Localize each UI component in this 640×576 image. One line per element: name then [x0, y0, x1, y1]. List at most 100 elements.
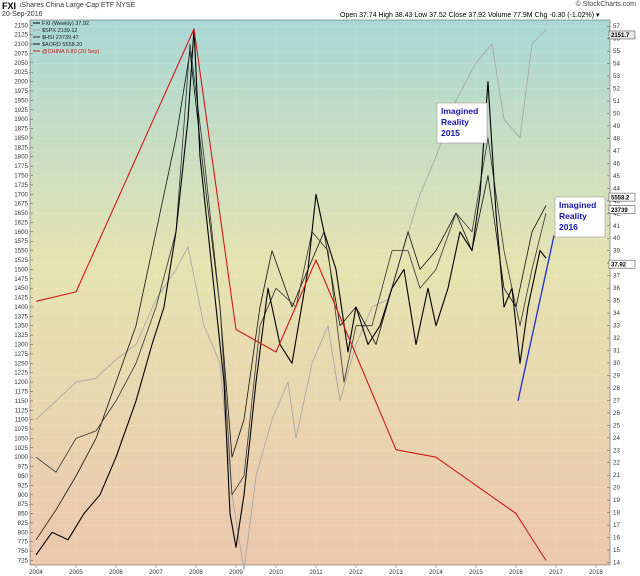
- left-tick-label: 1325: [14, 332, 28, 339]
- left-tick-label: 1625: [14, 219, 28, 226]
- x-tick-label: 2007: [149, 569, 163, 576]
- left-tick-label: 2025: [14, 69, 28, 76]
- right-tick-label: 50: [613, 111, 620, 118]
- left-tick-label: 1275: [14, 351, 28, 358]
- x-tick-label: 2018: [589, 569, 603, 576]
- x-tick-label: 2004: [29, 569, 43, 576]
- legend-entry: @CHINA 6.80 (20 Sep): [42, 49, 99, 55]
- plot-background: [29, 19, 611, 566]
- price-tag-box: [608, 192, 636, 202]
- left-tick-label: 1900: [14, 116, 28, 123]
- left-tick-label: 1850: [14, 135, 28, 142]
- right-tick-label: 26: [613, 410, 620, 417]
- x-axis: 2004 2005 2006 2007 2008 2009 2010 2011 2012 2013…: [29, 565, 603, 576]
- left-tick-label: 1125: [15, 407, 29, 414]
- left-tick-label: 950: [18, 473, 29, 480]
- left-tick-label: 2150: [14, 22, 28, 29]
- left-tick-label: 975: [18, 464, 29, 471]
- right-tick-label: 40: [613, 235, 620, 242]
- left-tick-label: 1500: [14, 266, 28, 273]
- right-tick-label: 30: [613, 360, 620, 367]
- left-tick-label: 900: [18, 492, 29, 499]
- left-tick-label: 2075: [14, 50, 28, 57]
- left-tick-label: 1650: [14, 210, 28, 217]
- left-tick-label: 1950: [14, 97, 28, 104]
- left-tick-label: 1450: [14, 285, 28, 292]
- right-tick-label: 21: [613, 472, 620, 479]
- right-tick-label: 41: [613, 223, 620, 230]
- left-tick-label: 2000: [14, 79, 28, 86]
- right-tick-label: 15: [613, 547, 620, 554]
- right-tick-label: 52: [613, 86, 620, 93]
- left-tick-label: 1675: [14, 201, 28, 208]
- x-tick-label: 2014: [429, 569, 443, 576]
- left-tick-label: 1875: [14, 126, 28, 133]
- left-tick-label: 1225: [14, 370, 28, 377]
- x-tick-label: 2011: [309, 569, 323, 576]
- annotation-text: Reality: [559, 211, 587, 221]
- right-tick-label: 29: [613, 372, 620, 379]
- right-tick-label: 18: [613, 510, 620, 517]
- legend-entry: $SPX 2139.12: [42, 28, 77, 34]
- left-tick-label: 1750: [14, 172, 28, 179]
- left-tick-label: 2100: [14, 41, 28, 48]
- left-tick-label: 1550: [14, 248, 28, 255]
- hsi-line: [35, 43, 547, 496]
- right-tick-label: 44: [613, 185, 620, 192]
- blue-trendline: [517, 235, 555, 401]
- x-tick-label: 2009: [229, 569, 243, 576]
- security-name-text: iShares China Large-Cap ETF: [20, 2, 115, 9]
- right-tick-label: 16: [613, 535, 620, 542]
- right-tick-label: 57: [613, 23, 620, 30]
- x-tick-label: 2005: [69, 569, 83, 576]
- right-tick-label: 17: [613, 522, 620, 529]
- left-tick-label: 1300: [14, 342, 28, 349]
- left-tick-label: 825: [18, 520, 29, 527]
- price-tag-fxi: 37.92: [611, 262, 627, 268]
- price-tag-spx: 2151.7: [611, 33, 630, 39]
- price-tag-box: [608, 259, 636, 269]
- left-tick-label: 1775: [14, 163, 28, 170]
- legend: FXI (Weekly) 37.92$SPX 2139.12$HSI 23739…: [33, 21, 99, 55]
- security-name: iShares China Large-Cap ETF NYSE: [20, 2, 135, 9]
- left-tick-label: 1575: [14, 238, 28, 245]
- left-tick-label: 925: [18, 482, 29, 489]
- right-tick-label: 28: [613, 385, 620, 392]
- annotation-box: [436, 102, 488, 144]
- left-tick-label: 750: [18, 548, 29, 555]
- stockcharts-logo[interactable]: © StockCharts.com: [575, 1, 636, 8]
- x-tick-label: 2008: [189, 569, 203, 576]
- left-tick-label: 1600: [14, 229, 28, 236]
- right-tick-label: 51: [613, 98, 620, 105]
- left-tick-label: 1925: [14, 107, 28, 114]
- left-tick-label: 1200: [14, 379, 28, 386]
- left-tick-label: 1250: [14, 360, 28, 367]
- series-lines: [35, 28, 547, 571]
- right-tick-label: 36: [613, 285, 620, 292]
- right-tick-label: 20: [613, 485, 620, 492]
- fxi-line: [35, 28, 547, 556]
- left-tick-label: 775: [18, 539, 29, 546]
- trendline: [517, 235, 555, 401]
- right-tick-label: 55: [613, 48, 620, 55]
- left-tick-label: 1400: [14, 304, 28, 311]
- x-tick-label: 2016: [509, 569, 523, 576]
- right-tick-label: 37: [613, 273, 620, 280]
- left-tick-label: 725: [18, 557, 29, 564]
- china-line: [35, 28, 547, 561]
- price-tag-box: [608, 30, 636, 40]
- annotation-text: Imagined: [441, 106, 478, 116]
- right-tick-label: 23: [613, 447, 620, 454]
- annotation-text: Imagined: [559, 200, 596, 210]
- left-tick-label: 2050: [14, 60, 28, 67]
- price-tags: 2151.7 5558.2 23739 37.92: [608, 30, 636, 269]
- right-tick-label: 24: [613, 435, 620, 442]
- ticker-symbol: FXI: [2, 1, 17, 11]
- right-tick-label: 46: [613, 160, 620, 167]
- left-tick-label: 1525: [14, 257, 28, 264]
- left-tick-label: 850: [18, 511, 29, 518]
- exchange-label: NYSE: [116, 2, 136, 9]
- legend-entry: $AORD 5558.20: [42, 42, 82, 48]
